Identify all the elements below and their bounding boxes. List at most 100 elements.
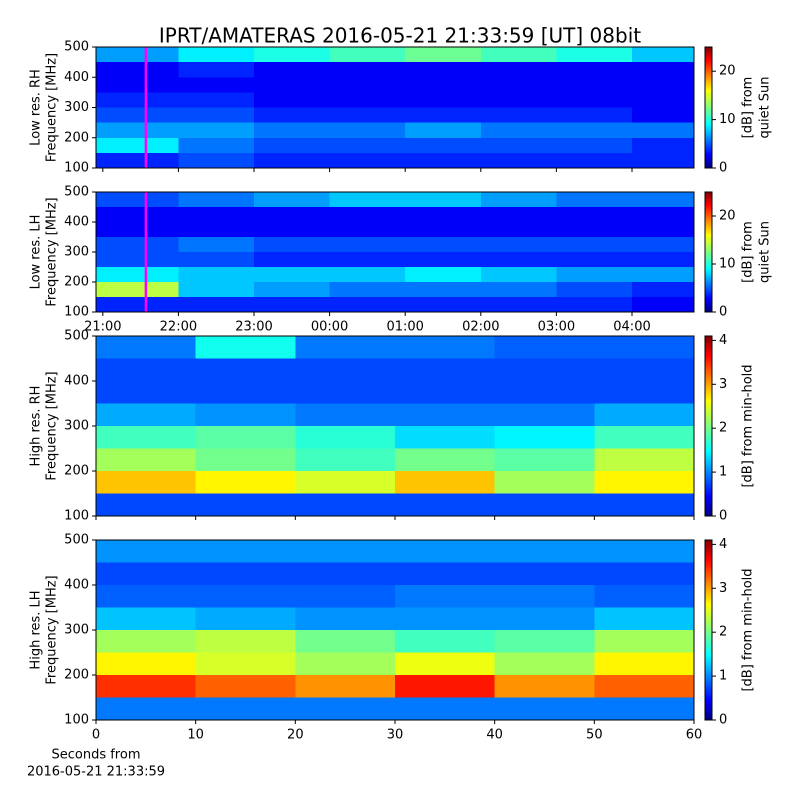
heatmap-cell bbox=[405, 252, 481, 267]
y-axis-label: Frequency [MHz] bbox=[45, 53, 60, 162]
heatmap-cell bbox=[395, 540, 495, 563]
heatmap-cell bbox=[96, 47, 179, 63]
heatmap-cell bbox=[96, 62, 179, 78]
colorbar-tick-label: 10 bbox=[719, 257, 736, 272]
x-tick-label: 01:00 bbox=[386, 320, 423, 335]
heatmap-cell bbox=[329, 237, 406, 252]
heatmap-cell bbox=[96, 137, 179, 153]
heatmap-cell bbox=[480, 192, 557, 207]
heatmap-cell bbox=[295, 448, 395, 471]
heatmap-cell bbox=[480, 77, 557, 93]
heatmap-cell bbox=[395, 471, 495, 494]
heatmap-cell bbox=[556, 152, 633, 168]
heatmap-cell bbox=[494, 675, 595, 698]
heatmap-cell bbox=[96, 77, 179, 93]
heatmap-cell bbox=[96, 675, 196, 698]
heatmap-cell bbox=[594, 675, 694, 698]
y-tick-label: 500 bbox=[64, 533, 89, 548]
heatmap-cell bbox=[96, 237, 179, 252]
heatmap-cell bbox=[480, 107, 557, 123]
heatmap-cell bbox=[556, 107, 633, 123]
heatmap-cell bbox=[405, 107, 481, 123]
heatmap-cell bbox=[195, 585, 296, 608]
heatmap-cell bbox=[178, 122, 255, 138]
colorbar-tick-label: 4 bbox=[719, 537, 727, 552]
colorbar-tick-label: 1 bbox=[719, 465, 727, 480]
heatmap-cell bbox=[96, 562, 196, 585]
colorbar-tick-label: 10 bbox=[719, 112, 736, 127]
heatmap-cell bbox=[96, 252, 179, 267]
heatmap-cell bbox=[96, 282, 179, 297]
heatmap-cell bbox=[195, 675, 296, 698]
heatmap-cell bbox=[480, 297, 557, 312]
colorbar-tick-label: 2 bbox=[719, 625, 727, 640]
heatmap-cell bbox=[395, 652, 495, 675]
heatmap-cell bbox=[556, 207, 633, 222]
heatmap-cell bbox=[295, 426, 395, 449]
heatmap-cell bbox=[494, 336, 595, 359]
y-axis-label: Frequency [MHz] bbox=[45, 575, 60, 684]
heatmap-cell bbox=[556, 92, 633, 108]
x-tick-label: 03:00 bbox=[538, 320, 575, 335]
heatmap-cell bbox=[96, 207, 179, 222]
heatmap-cell bbox=[178, 297, 255, 312]
heatmap-cell bbox=[594, 585, 694, 608]
heatmap-cell bbox=[195, 540, 296, 563]
colorbar-tick-label: 0 bbox=[719, 305, 727, 320]
heatmap-cell bbox=[96, 652, 196, 675]
heatmap-cell bbox=[96, 92, 179, 108]
heatmap-cell bbox=[178, 107, 255, 123]
heatmap-cell bbox=[96, 426, 196, 449]
heatmap-cell bbox=[632, 152, 694, 168]
colorbar-label: [dB] from bbox=[741, 77, 756, 139]
heatmap-cell bbox=[494, 652, 595, 675]
y-tick-label: 100 bbox=[64, 161, 89, 176]
heatmap-cell bbox=[556, 122, 633, 138]
heatmap-cell bbox=[480, 267, 557, 282]
heatmap-cell bbox=[594, 697, 694, 720]
heatmap-cell bbox=[295, 493, 395, 516]
y-axis-label: High res. LH bbox=[29, 590, 44, 669]
heatmap-cell bbox=[556, 237, 633, 252]
heatmap-cell bbox=[96, 267, 179, 282]
heatmap-cell bbox=[96, 336, 196, 359]
heatmap-cell bbox=[178, 267, 255, 282]
heatmap-cell bbox=[480, 47, 557, 63]
heatmap-cell bbox=[632, 77, 694, 93]
heatmap-cell bbox=[480, 207, 557, 222]
heatmap-cell bbox=[195, 448, 296, 471]
heatmap-cell bbox=[632, 122, 694, 138]
y-tick-label: 400 bbox=[64, 70, 89, 85]
heatmap-cell bbox=[405, 222, 481, 237]
y-tick-label: 400 bbox=[64, 578, 89, 593]
colorbar-tick-label: 3 bbox=[719, 581, 727, 596]
y-tick-label: 100 bbox=[64, 305, 89, 320]
heatmap-cell bbox=[480, 252, 557, 267]
heatmap-cell bbox=[594, 471, 694, 494]
heatmap-cell bbox=[494, 607, 595, 630]
heatmap-cell bbox=[405, 297, 481, 312]
heatmap-cell bbox=[195, 493, 296, 516]
heatmap-cell bbox=[594, 562, 694, 585]
heatmap-cell bbox=[329, 152, 406, 168]
y-axis-label: Frequency [MHz] bbox=[45, 197, 60, 306]
y-tick-label: 500 bbox=[64, 40, 89, 55]
heatmap-cell bbox=[480, 282, 557, 297]
x-tick-label: 50 bbox=[586, 728, 603, 743]
heatmap-cell bbox=[494, 381, 595, 404]
heatmap-cell bbox=[494, 358, 595, 381]
heatmap-cell bbox=[295, 652, 395, 675]
heatmap-cell bbox=[295, 675, 395, 698]
heatmap-cell bbox=[395, 448, 495, 471]
heatmap-cell bbox=[329, 282, 406, 297]
heatmap-cell bbox=[96, 107, 179, 123]
colorbar-label: [dB] from min-hold bbox=[741, 364, 756, 487]
heatmap-cell bbox=[556, 47, 633, 63]
x-tick-label: 20 bbox=[287, 728, 304, 743]
heatmap-cell bbox=[632, 137, 694, 153]
heatmap-cell bbox=[594, 493, 694, 516]
heatmap-cell bbox=[494, 426, 595, 449]
heatmap-cell bbox=[254, 282, 330, 297]
heatmap-cell bbox=[329, 107, 406, 123]
heatmap-cell bbox=[594, 358, 694, 381]
